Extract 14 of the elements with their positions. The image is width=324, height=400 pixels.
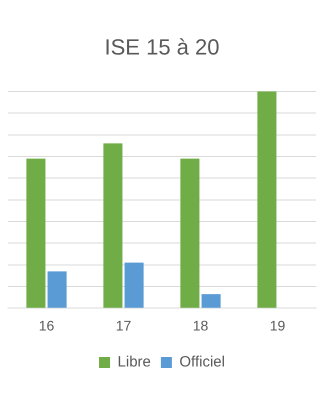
x-tick-label: 16 [38, 317, 54, 334]
legend-label: Officiel [179, 354, 225, 371]
bar [202, 294, 221, 308]
x-tick-label: 17 [116, 317, 132, 334]
legend-label: Libre [118, 354, 151, 371]
chart-title: ISE 15 à 20 [104, 34, 220, 60]
bar [26, 158, 46, 308]
x-tick-label: 19 [270, 317, 286, 334]
bar [103, 143, 122, 308]
bar [257, 91, 276, 308]
x-tick-label: 18 [192, 317, 208, 334]
bar [48, 271, 67, 308]
bar [124, 262, 144, 308]
bar [180, 158, 200, 308]
